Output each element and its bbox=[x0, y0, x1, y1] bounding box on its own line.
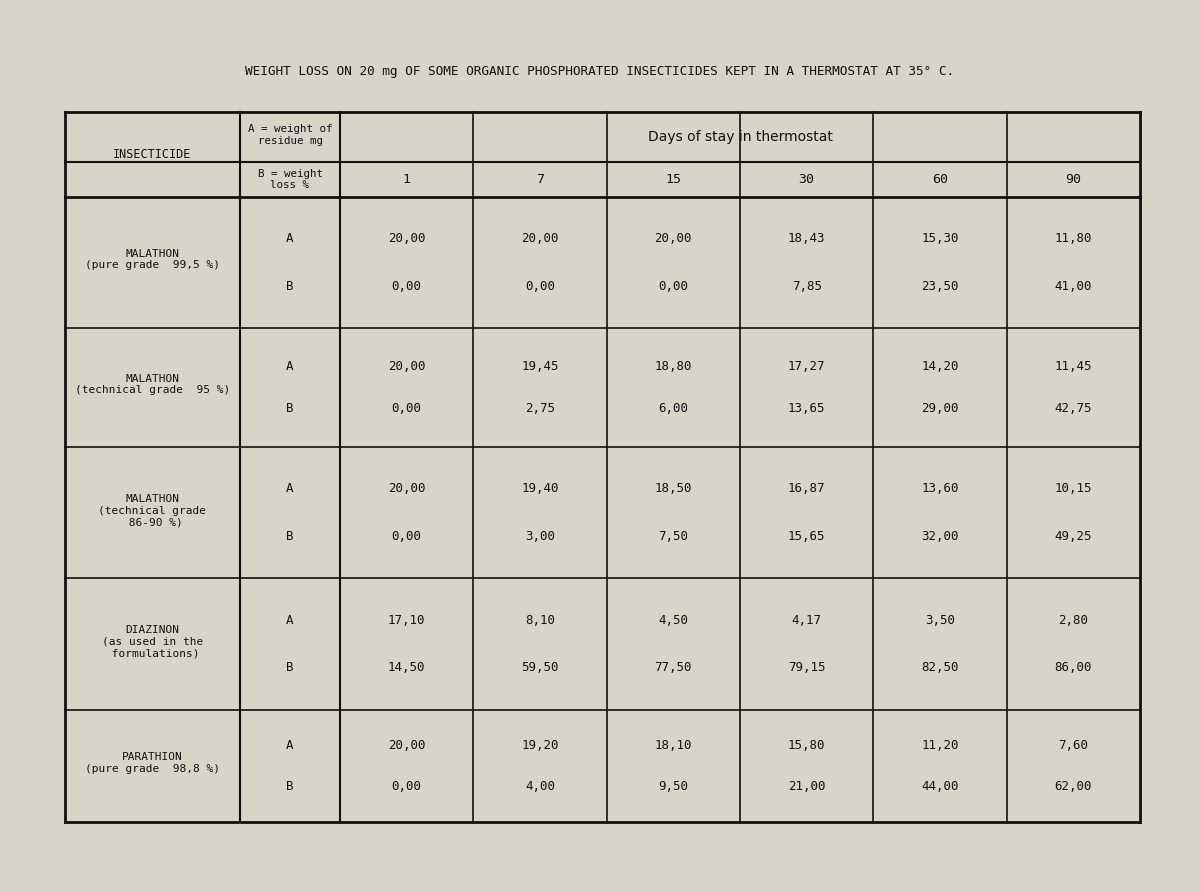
Text: MALATHON
(pure grade  99,5 %): MALATHON (pure grade 99,5 %) bbox=[85, 249, 220, 270]
Text: 0,00: 0,00 bbox=[391, 530, 421, 542]
Text: INSECTICIDE: INSECTICIDE bbox=[113, 148, 192, 161]
Text: 3,50: 3,50 bbox=[925, 614, 955, 627]
Text: WEIGHT LOSS ON 20 mg OF SOME ORGANIC PHOSPHORATED INSECTICIDES KEPT IN A THERMOS: WEIGHT LOSS ON 20 mg OF SOME ORGANIC PHO… bbox=[246, 65, 954, 78]
Text: 16,87: 16,87 bbox=[788, 483, 826, 495]
Text: 30: 30 bbox=[799, 173, 815, 186]
Text: 15,30: 15,30 bbox=[922, 233, 959, 245]
Text: 20,00: 20,00 bbox=[388, 483, 426, 495]
Text: 19,20: 19,20 bbox=[521, 739, 559, 752]
Text: 29,00: 29,00 bbox=[922, 402, 959, 416]
Text: 11,80: 11,80 bbox=[1055, 233, 1092, 245]
Text: B: B bbox=[287, 530, 294, 542]
Text: 62,00: 62,00 bbox=[1055, 780, 1092, 792]
Text: 20,00: 20,00 bbox=[388, 739, 426, 752]
Text: A: A bbox=[287, 233, 294, 245]
Text: PARATHION
(pure grade  98,8 %): PARATHION (pure grade 98,8 %) bbox=[85, 752, 220, 773]
Text: MALATHON
(technical grade
 86-90 %): MALATHON (technical grade 86-90 %) bbox=[98, 494, 206, 527]
Text: 20,00: 20,00 bbox=[388, 359, 426, 373]
Text: 13,65: 13,65 bbox=[788, 402, 826, 416]
Text: 1: 1 bbox=[403, 173, 410, 186]
Text: MALATHON
(technical grade  95 %): MALATHON (technical grade 95 %) bbox=[74, 374, 230, 395]
Text: 19,45: 19,45 bbox=[521, 359, 559, 373]
Text: 17,27: 17,27 bbox=[788, 359, 826, 373]
Text: 18,50: 18,50 bbox=[654, 483, 692, 495]
Text: 14,20: 14,20 bbox=[922, 359, 959, 373]
Text: 32,00: 32,00 bbox=[922, 530, 959, 542]
Text: B: B bbox=[287, 661, 294, 674]
Text: 0,00: 0,00 bbox=[391, 402, 421, 416]
Text: 86,00: 86,00 bbox=[1055, 661, 1092, 674]
Text: 7,85: 7,85 bbox=[792, 280, 822, 293]
Text: 11,45: 11,45 bbox=[1055, 359, 1092, 373]
Text: 42,75: 42,75 bbox=[1055, 402, 1092, 416]
Text: A: A bbox=[287, 614, 294, 627]
Text: 7,50: 7,50 bbox=[659, 530, 689, 542]
Text: A: A bbox=[287, 739, 294, 752]
Text: 0,00: 0,00 bbox=[391, 780, 421, 792]
Text: 14,50: 14,50 bbox=[388, 661, 426, 674]
Text: 4,00: 4,00 bbox=[526, 780, 554, 792]
Text: 17,10: 17,10 bbox=[388, 614, 426, 627]
Text: 19,40: 19,40 bbox=[521, 483, 559, 495]
Text: 11,20: 11,20 bbox=[922, 739, 959, 752]
Text: 90: 90 bbox=[1066, 173, 1081, 186]
Text: 4,50: 4,50 bbox=[659, 614, 689, 627]
Text: 20,00: 20,00 bbox=[521, 233, 559, 245]
Text: A: A bbox=[287, 359, 294, 373]
Text: 13,60: 13,60 bbox=[922, 483, 959, 495]
Text: 0,00: 0,00 bbox=[526, 280, 554, 293]
Text: A = weight of
residue mg: A = weight of residue mg bbox=[247, 124, 332, 145]
Text: 18,10: 18,10 bbox=[654, 739, 692, 752]
Text: 3,00: 3,00 bbox=[526, 530, 554, 542]
Text: 4,17: 4,17 bbox=[792, 614, 822, 627]
Text: 15,65: 15,65 bbox=[788, 530, 826, 542]
Text: 6,00: 6,00 bbox=[659, 402, 689, 416]
Text: A: A bbox=[287, 483, 294, 495]
Text: B: B bbox=[287, 280, 294, 293]
Text: 2,75: 2,75 bbox=[526, 402, 554, 416]
Text: 21,00: 21,00 bbox=[788, 780, 826, 792]
Text: 23,50: 23,50 bbox=[922, 280, 959, 293]
Text: 0,00: 0,00 bbox=[391, 280, 421, 293]
Text: 15: 15 bbox=[665, 173, 682, 186]
Text: B: B bbox=[287, 780, 294, 792]
Text: 60: 60 bbox=[932, 173, 948, 186]
Text: 41,00: 41,00 bbox=[1055, 280, 1092, 293]
Text: 79,15: 79,15 bbox=[788, 661, 826, 674]
Text: 8,10: 8,10 bbox=[526, 614, 554, 627]
Text: Days of stay in thermostat: Days of stay in thermostat bbox=[648, 130, 833, 144]
Text: 10,15: 10,15 bbox=[1055, 483, 1092, 495]
Text: 82,50: 82,50 bbox=[922, 661, 959, 674]
Text: 77,50: 77,50 bbox=[654, 661, 692, 674]
Text: 20,00: 20,00 bbox=[654, 233, 692, 245]
Text: 44,00: 44,00 bbox=[922, 780, 959, 792]
Text: 18,43: 18,43 bbox=[788, 233, 826, 245]
Text: 2,80: 2,80 bbox=[1058, 614, 1088, 627]
Text: 7: 7 bbox=[536, 173, 544, 186]
Text: 9,50: 9,50 bbox=[659, 780, 689, 792]
Text: 20,00: 20,00 bbox=[388, 233, 426, 245]
Text: B: B bbox=[287, 402, 294, 416]
Text: 49,25: 49,25 bbox=[1055, 530, 1092, 542]
Text: 18,80: 18,80 bbox=[654, 359, 692, 373]
Text: 15,80: 15,80 bbox=[788, 739, 826, 752]
Text: B = weight
loss %: B = weight loss % bbox=[258, 169, 323, 190]
Text: 59,50: 59,50 bbox=[521, 661, 559, 674]
Text: 0,00: 0,00 bbox=[659, 280, 689, 293]
Text: DIAZINON
(as used in the
 formulations): DIAZINON (as used in the formulations) bbox=[102, 625, 203, 658]
Text: 7,60: 7,60 bbox=[1058, 739, 1088, 752]
